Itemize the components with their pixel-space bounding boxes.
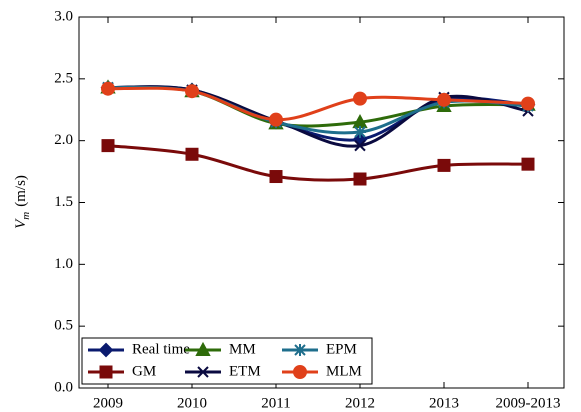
series-line [107,86,529,122]
series-line [107,144,529,182]
marker [185,84,199,99]
series-line [107,85,529,128]
x-tick-label: 2010 [177,395,207,411]
x-tick-label: 2013 [429,395,459,411]
y-tick-label: 1.5 [54,194,73,210]
marker [101,81,115,96]
marker [98,342,114,358]
legend-box [81,337,373,385]
y-tick-label: 0.5 [54,318,73,334]
y-tick-label: 0.0 [54,379,73,395]
marker [195,341,211,356]
marker [269,170,283,184]
legend-label: GM [132,363,156,379]
marker [354,126,366,139]
marker [521,96,535,111]
marker [197,366,209,378]
y-tick-label: 2.0 [54,132,73,148]
x-tick-label: 2012 [345,395,375,411]
y-axis-label: Vm (m/s) [13,175,31,229]
marker [185,147,199,161]
marker [353,172,367,186]
series-line [107,85,529,148]
legend-label: ETM [229,363,261,379]
legend-label: MLM [326,363,362,379]
marker [437,92,451,107]
plot-frame [78,16,565,389]
y-label-subscript: m [20,212,32,220]
marker [101,139,115,153]
marker [521,157,535,171]
x-tick-label: 2011 [261,395,290,411]
legend: Real time GM MM ETM EPM MLM [81,337,373,385]
y-tick-label: 1.0 [54,256,73,272]
x-tick-label: 2009 [93,395,123,411]
y-tick-label: 2.5 [54,70,73,86]
marker [353,91,367,106]
marker [437,158,451,172]
y-label-symbol: V [13,218,29,229]
marker [354,139,366,152]
y-label-unit: (m/s) [13,175,29,207]
legend-label: Real time [132,341,190,357]
marker [294,344,306,356]
marker [99,365,113,379]
legend-label: EPM [326,341,357,357]
x-tick-label: 2009-2013 [496,395,561,411]
marker [293,365,307,379]
y-tick-label: 3.0 [54,8,73,24]
legend-label: MM [229,341,256,357]
marker [269,112,283,127]
